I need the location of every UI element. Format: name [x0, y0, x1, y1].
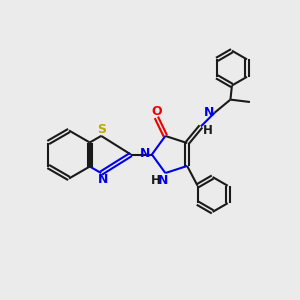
Text: O: O	[151, 106, 162, 118]
Text: N: N	[204, 106, 214, 118]
Text: N: N	[140, 147, 151, 161]
Text: H: H	[202, 124, 212, 137]
Text: N: N	[158, 174, 168, 187]
Text: S: S	[97, 123, 106, 136]
Text: N: N	[98, 173, 108, 186]
Text: H: H	[151, 174, 160, 187]
